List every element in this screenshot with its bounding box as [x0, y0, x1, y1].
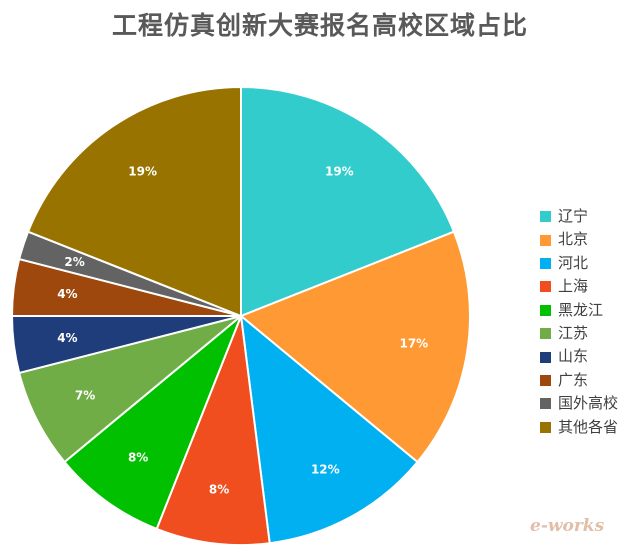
slice-data-label-1: 17% — [399, 336, 428, 350]
legend-label-0: 辽宁 — [558, 207, 589, 225]
pie-slice-2 — [239, 313, 419, 545]
chart-legend: 辽宁北京河北上海黑龙江江苏山东广东国外高校其他各省 — [540, 205, 618, 439]
legend-item-0: 辽宁 — [540, 205, 618, 228]
legend-swatch-8 — [540, 398, 551, 410]
pie-slice-0 — [240, 85, 456, 318]
legend-swatch-5 — [540, 328, 551, 340]
legend-swatch-0 — [540, 211, 551, 223]
legend-label-1: 北京 — [558, 230, 589, 249]
legend-label-3: 上海 — [558, 277, 589, 296]
legend-label-2: 河北 — [558, 253, 589, 272]
slice-data-label-2: 12% — [311, 462, 340, 476]
legend-label-8: 国外高校 — [558, 394, 619, 413]
legend-swatch-9 — [540, 421, 551, 433]
legend-swatch-7 — [540, 374, 551, 386]
legend-swatch-6 — [540, 351, 551, 363]
slice-data-label-5: 7% — [75, 388, 95, 402]
legend-item-7: 广东 — [540, 369, 618, 392]
slice-data-label-7: 4% — [57, 287, 77, 301]
watermark-logo: e-works — [530, 516, 605, 536]
legend-swatch-4 — [540, 304, 551, 316]
legend-item-2: 河北 — [540, 252, 618, 275]
legend-item-1: 北京 — [540, 228, 618, 251]
legend-label-5: 江苏 — [558, 323, 589, 342]
legend-label-9: 其他各省 — [558, 417, 619, 436]
legend-swatch-2 — [540, 257, 551, 269]
legend-label-6: 山东 — [558, 347, 589, 366]
legend-label-4: 黑龙江 — [558, 300, 604, 319]
slice-data-label-8: 2% — [64, 255, 84, 269]
legend-swatch-3 — [540, 281, 551, 293]
slice-data-label-4: 8% — [128, 451, 148, 465]
slice-data-label-0: 19% — [325, 164, 354, 178]
pie-slice-4 — [63, 315, 242, 531]
legend-item-5: 江苏 — [540, 322, 618, 345]
legend-item-6: 山东 — [540, 345, 618, 368]
slice-data-label-3: 8% — [209, 483, 229, 497]
pie-slice-1 — [239, 230, 472, 464]
pie-slice-3 — [155, 315, 271, 546]
legend-label-7: 广东 — [558, 370, 589, 389]
legend-swatch-1 — [540, 234, 551, 246]
pie-slice-9 — [26, 85, 242, 318]
chart-title: 工程仿真创新大赛报名高校区域占比 — [111, 11, 528, 40]
legend-item-9: 其他各省 — [540, 416, 618, 439]
legend-item-3: 上海 — [540, 275, 618, 298]
legend-item-8: 国外高校 — [540, 392, 618, 415]
legend-item-4: 黑龙江 — [540, 299, 618, 322]
slice-data-label-9: 19% — [128, 164, 157, 178]
slice-data-label-6: 4% — [57, 331, 77, 345]
